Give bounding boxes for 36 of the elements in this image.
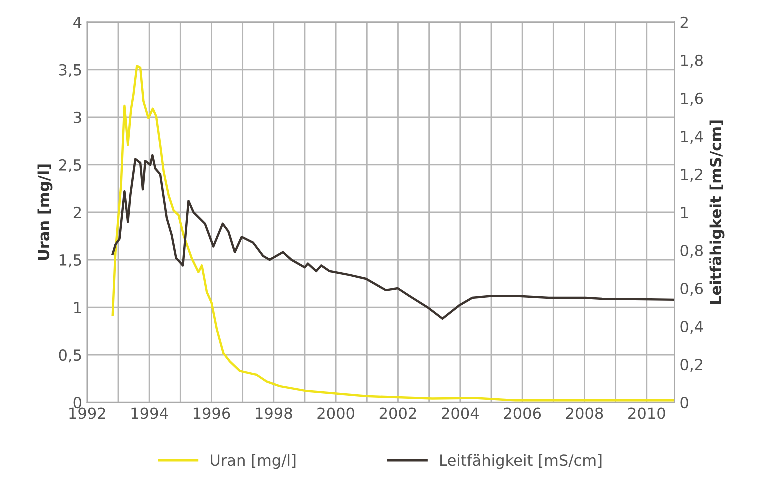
y-tick-label: 1,5 <box>60 254 82 268</box>
x-tick-label: 2006 <box>504 408 542 420</box>
y-tick-label: 2,5 <box>59 159 82 173</box>
y2-tick-label: 1,8 <box>681 54 703 68</box>
line-series <box>112 154 675 320</box>
y2-tick-label: 1,4 <box>681 131 704 144</box>
y-tick-label: 2 <box>74 206 82 218</box>
x-tick-label: 2000 <box>318 408 354 420</box>
y2-tick-label: 2 <box>680 16 688 28</box>
y-tick-label: 3,5 <box>59 64 82 78</box>
y-tick-label: 4 <box>74 17 82 28</box>
x-tick-label: 2004 <box>442 408 479 420</box>
line-series <box>112 64 675 402</box>
x-tick-label: 1998 <box>256 408 292 420</box>
y2-tick-label: 0 <box>680 397 688 409</box>
y2-tick-label: 1 <box>681 207 688 218</box>
legend-label: Uran [mg/l] <box>211 454 296 470</box>
y2-axis-title: Leitfähigkeit [mS/cm] <box>710 120 725 304</box>
y-tick-label: 3 <box>74 112 82 124</box>
x-tick-label: 2010 <box>628 408 666 420</box>
x-tick-label: 1994 <box>132 408 168 420</box>
y2-tick-label: 1,6 <box>681 92 704 106</box>
x-tick-label: 2002 <box>380 408 416 420</box>
y-tick-label: 1 <box>74 302 82 314</box>
y2-tick-label: 0,8 <box>680 244 703 258</box>
x-tick-label: 2008 <box>566 408 604 420</box>
y-tick-label: 0,5 <box>59 350 82 363</box>
y-tick-label: 0 <box>74 397 82 409</box>
y2-tick-label: 0,2 <box>680 359 703 372</box>
y2-tick-label: 1,2 <box>681 168 703 182</box>
x-tick-label: 1996 <box>194 408 230 420</box>
y2-tick-label: 0,6 <box>680 282 704 296</box>
y2-tick-label: 0,4 <box>680 320 704 334</box>
legend-label: Leitfähigkeit [mS/cm] <box>440 454 602 470</box>
x-tick-label: 1992 <box>70 408 106 420</box>
y-axis-title: Uran [mg/l] <box>38 164 53 260</box>
